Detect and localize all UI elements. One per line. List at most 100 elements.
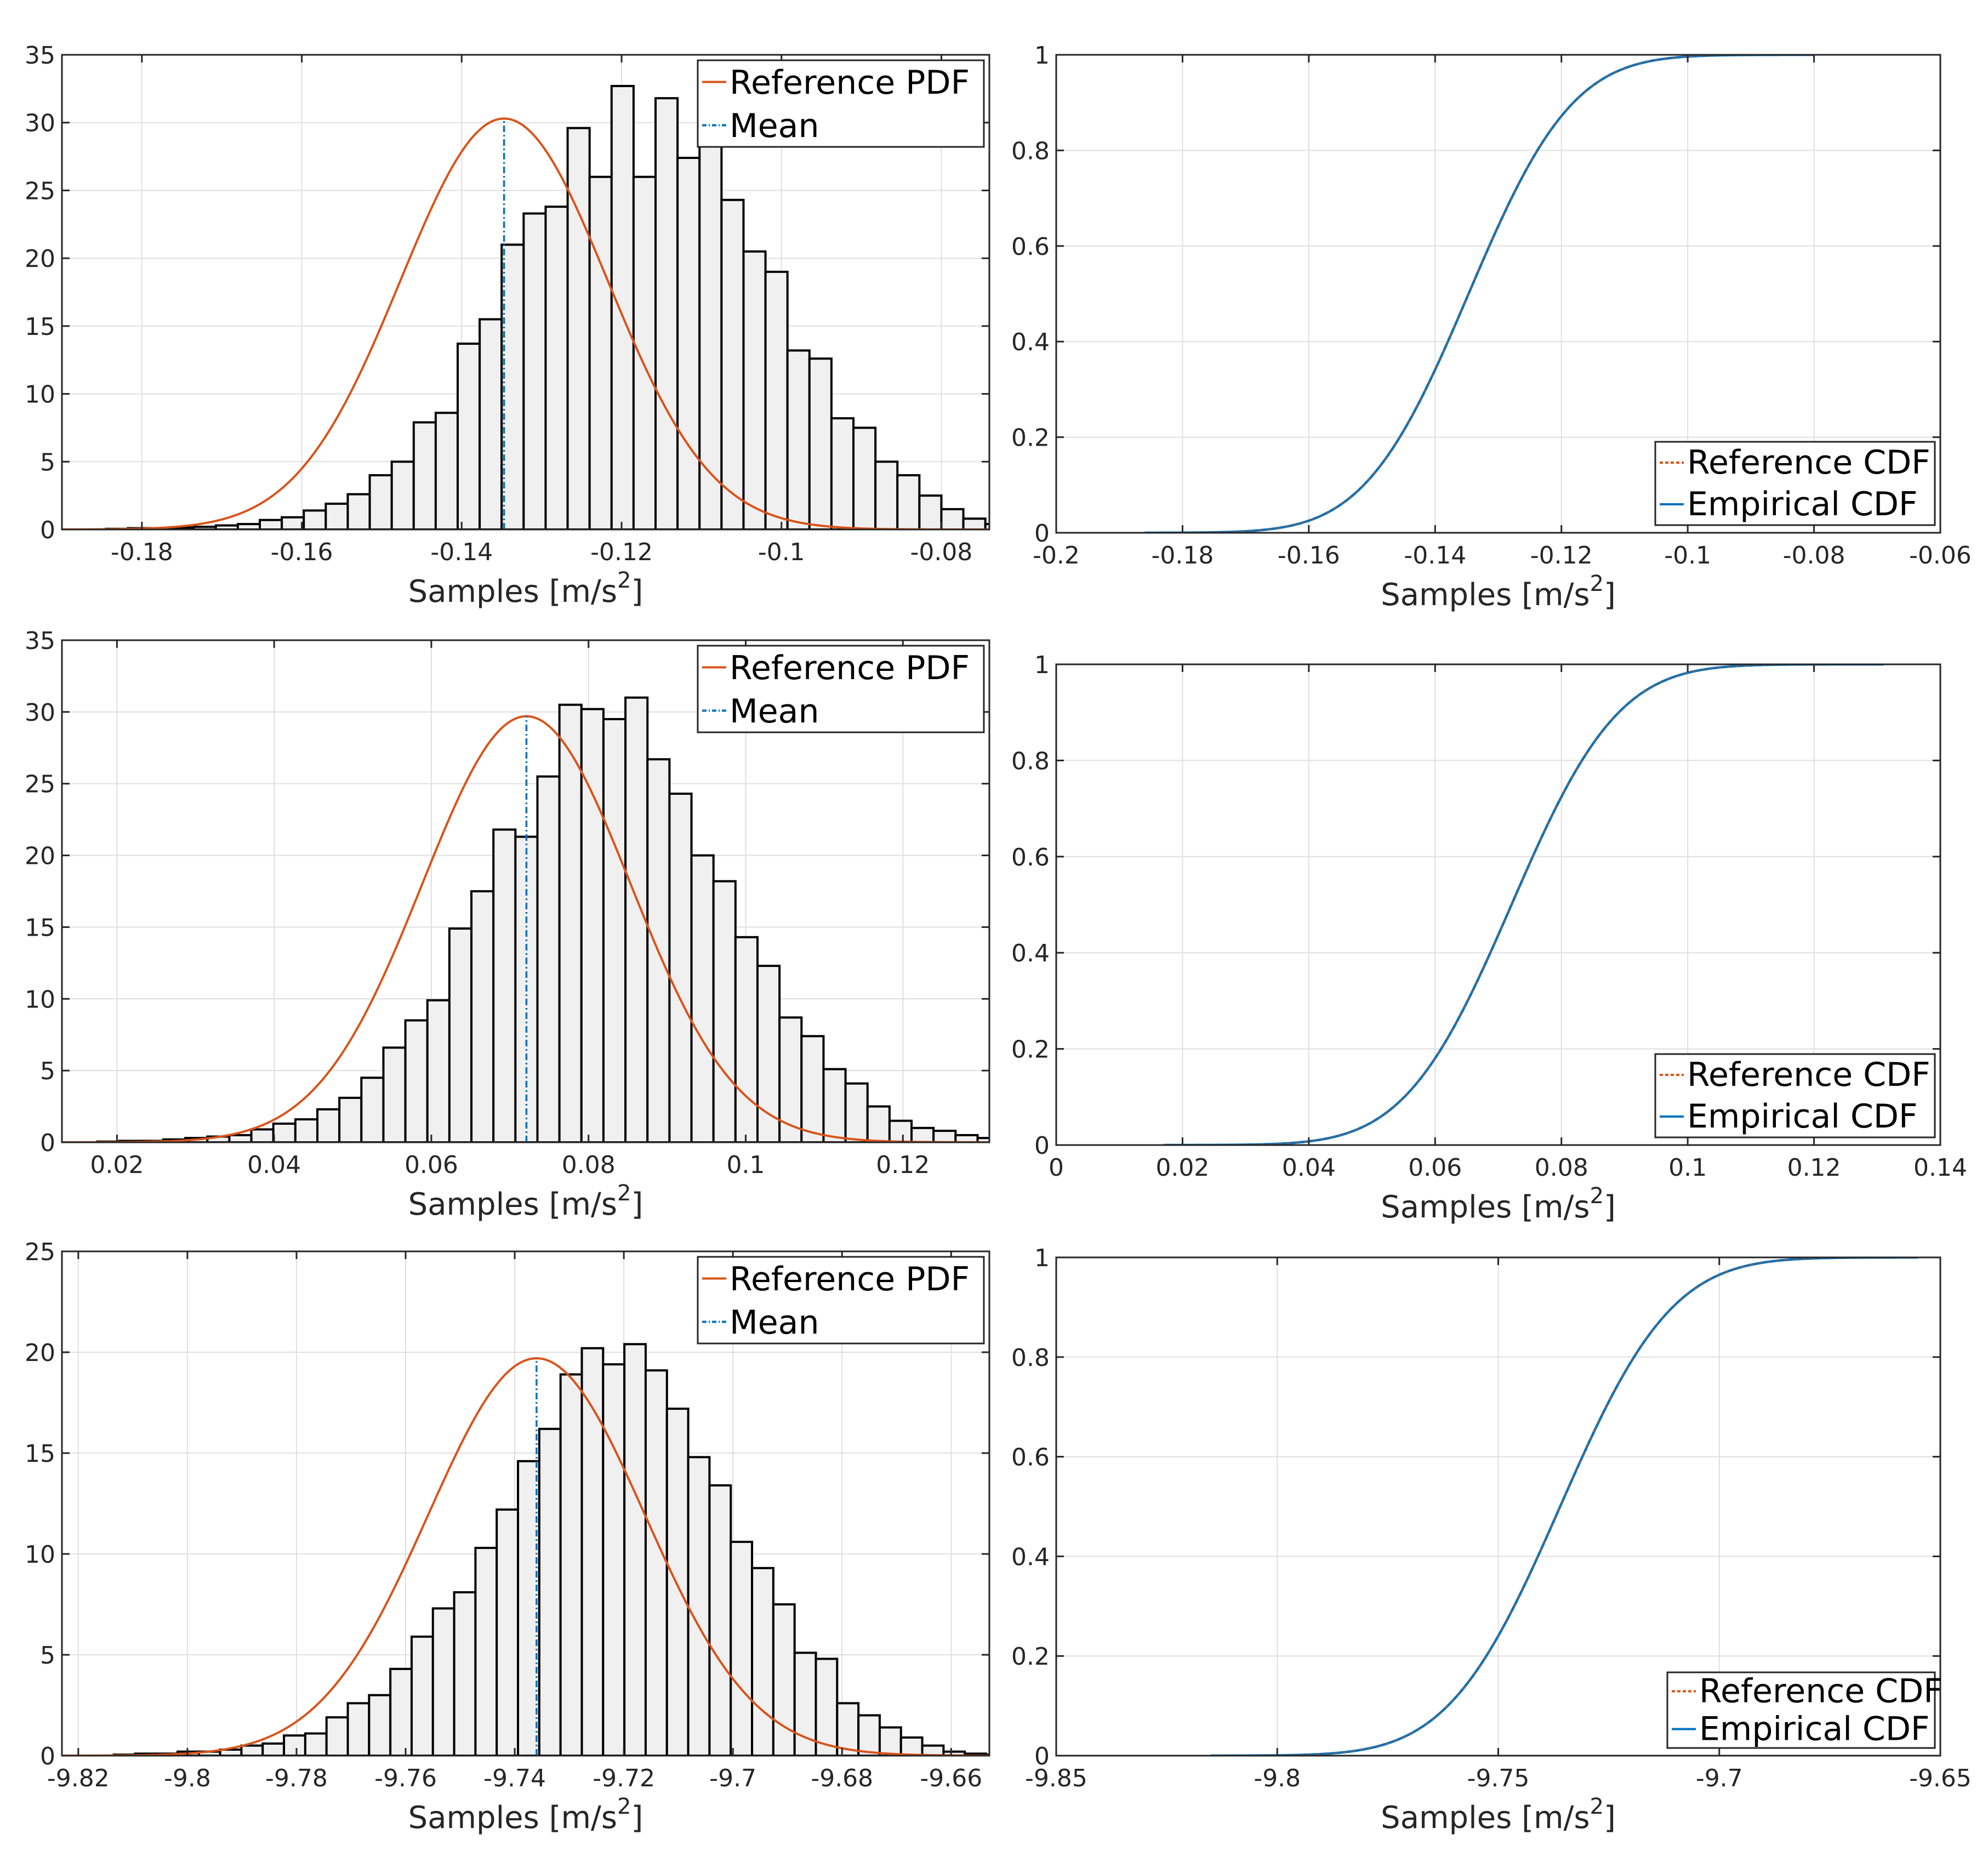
histogram-bar bbox=[538, 1427, 562, 1756]
x-axis-label-end: ] bbox=[631, 1800, 643, 1836]
x-tick-label: -9.76 bbox=[374, 1764, 437, 1792]
x-axis-label: Samples [m/s2] bbox=[1381, 571, 1616, 613]
histogram-bar bbox=[522, 212, 547, 529]
y-tick-label: 25 bbox=[25, 771, 55, 799]
histogram-bar bbox=[654, 97, 679, 529]
histogram-bar bbox=[772, 1603, 796, 1756]
x-axis-label: Samples [m/s2] bbox=[1381, 1183, 1616, 1225]
x-axis-label: Samples [m/s2] bbox=[408, 568, 643, 610]
histogram-bar bbox=[800, 1035, 825, 1142]
x-tick-label: -9.78 bbox=[265, 1764, 328, 1792]
y-tick-label: 0.4 bbox=[1011, 328, 1050, 356]
y-tick-label: 5 bbox=[40, 1642, 55, 1670]
histogram-bar bbox=[283, 1734, 306, 1756]
legend-box bbox=[1654, 1053, 1936, 1138]
x-axis-label-sup: 2 bbox=[1590, 571, 1604, 596]
x-axis-label-text: Samples [m/s bbox=[408, 1800, 617, 1836]
histogram-bar bbox=[346, 493, 371, 529]
legend-label: Mean bbox=[730, 107, 819, 145]
legend-box bbox=[1666, 1671, 1936, 1749]
x-tick-label: -9.65 bbox=[1909, 1764, 1972, 1792]
x-tick-label: -9.8 bbox=[164, 1764, 211, 1792]
legend-box bbox=[697, 1256, 985, 1345]
legend-label: Mean bbox=[730, 692, 819, 731]
histogram-bar bbox=[668, 793, 693, 1142]
histogram-bar bbox=[559, 1373, 583, 1756]
legend-box bbox=[697, 59, 985, 148]
x-tick-label: -0.16 bbox=[271, 538, 333, 566]
y-tick-label: 5 bbox=[40, 1057, 55, 1085]
histogram-bar bbox=[676, 157, 701, 529]
x-tick-label: 0.02 bbox=[90, 1151, 144, 1179]
x-axis-label-sup: 2 bbox=[1590, 1794, 1604, 1819]
y-tick-label: 10 bbox=[25, 986, 55, 1013]
x-tick-label: -0.18 bbox=[1151, 542, 1214, 570]
x-axis-label-sup: 2 bbox=[617, 1181, 631, 1206]
histogram-bar bbox=[602, 1363, 626, 1756]
histogram-bar bbox=[240, 1744, 264, 1756]
histogram-bar bbox=[294, 1118, 319, 1142]
y-tick-label: 0.4 bbox=[1011, 1543, 1050, 1571]
chart-5: -9.82 -9.8 -9.78 -9.76 -9.74 -9.72 -9.7 -9.68 -9… bbox=[25, 1238, 990, 1836]
legend-box bbox=[1654, 441, 1936, 526]
histogram-bar bbox=[228, 1134, 253, 1142]
legend-label: Empirical CDF bbox=[1687, 1097, 1918, 1136]
y-tick-label: 0.8 bbox=[1011, 137, 1050, 165]
x-tick-label: -0.2 bbox=[1033, 542, 1080, 570]
x-tick-label: -9.7 bbox=[1696, 1764, 1743, 1792]
legend-label: Empirical CDF bbox=[1699, 1710, 1930, 1749]
x-tick-label: 0.04 bbox=[247, 1151, 301, 1179]
x-tick-label: -9.7 bbox=[709, 1764, 756, 1792]
histogram-bar bbox=[734, 936, 759, 1142]
histogram-bar bbox=[368, 474, 393, 529]
x-axis-label-text: Samples [m/s bbox=[1381, 1800, 1590, 1836]
x-axis-label-sup: 2 bbox=[617, 1794, 631, 1819]
histogram-bar bbox=[389, 1667, 413, 1756]
plot-area bbox=[1144, 55, 1814, 533]
y-tick-label: 0.4 bbox=[1011, 939, 1050, 967]
histogram-bar bbox=[778, 1016, 803, 1142]
histogram-bar bbox=[888, 1119, 913, 1142]
histogram-bar bbox=[857, 1714, 881, 1756]
axes-box bbox=[1055, 54, 1941, 534]
x-tick-label: 0.02 bbox=[1155, 1154, 1209, 1182]
y-tick-label: 0.6 bbox=[1011, 233, 1050, 261]
y-tick-label: 0.2 bbox=[1011, 424, 1050, 452]
x-tick-label: 0.06 bbox=[1408, 1154, 1462, 1182]
histogram-bar bbox=[479, 318, 503, 529]
y-tick-label: 25 bbox=[25, 177, 55, 205]
y-tick-label: 25 bbox=[25, 1238, 55, 1266]
histogram-bar bbox=[495, 1508, 520, 1756]
x-tick-label: -0.16 bbox=[1278, 542, 1340, 570]
x-tick-label: 0.14 bbox=[1913, 1154, 1967, 1182]
legend: Reference PDF Mean bbox=[697, 59, 985, 148]
chart-4: 0 0.02 0.04 0.06 0.08 0.1 0.12 0.14 0 0.2 0.4 0.6 0.… bbox=[1011, 651, 1967, 1225]
x-tick-label: -9.68 bbox=[811, 1764, 873, 1792]
chart-3: 0.02 0.04 0.06 0.08 0.1 0.12 0 5 10 15 20 25 30 35 Sam… bbox=[25, 627, 1022, 1222]
legend: Reference PDF Mean bbox=[697, 645, 985, 733]
x-tick-label: 0.12 bbox=[876, 1151, 930, 1179]
histogram-bar bbox=[644, 1369, 668, 1756]
histogram-bar bbox=[1000, 1140, 1022, 1142]
histogram-bar bbox=[844, 1082, 869, 1142]
histogram-bar bbox=[698, 127, 723, 529]
x-tick-label: -0.06 bbox=[1909, 542, 1972, 570]
x-tick-label: -9.75 bbox=[1467, 1764, 1530, 1792]
histogram-bar bbox=[786, 349, 811, 529]
histogram-bar bbox=[346, 1702, 371, 1756]
y-tick-label: 0.8 bbox=[1011, 1344, 1050, 1372]
x-tick-label: -0.08 bbox=[910, 538, 973, 566]
y-tick-label: 0.2 bbox=[1011, 1036, 1050, 1064]
y-tick-label: 10 bbox=[25, 1541, 55, 1569]
histogram-bar bbox=[457, 343, 481, 529]
x-tick-label: -0.14 bbox=[430, 538, 493, 566]
y-tick-label: 15 bbox=[25, 1440, 55, 1468]
histogram-bar bbox=[324, 502, 349, 529]
histogram-bar bbox=[690, 854, 715, 1142]
y-tick-label: 30 bbox=[25, 699, 55, 727]
x-axis-label-end: ] bbox=[631, 574, 643, 610]
x-tick-label: -0.08 bbox=[1783, 542, 1845, 570]
x-tick-label: -9.82 bbox=[47, 1764, 110, 1792]
